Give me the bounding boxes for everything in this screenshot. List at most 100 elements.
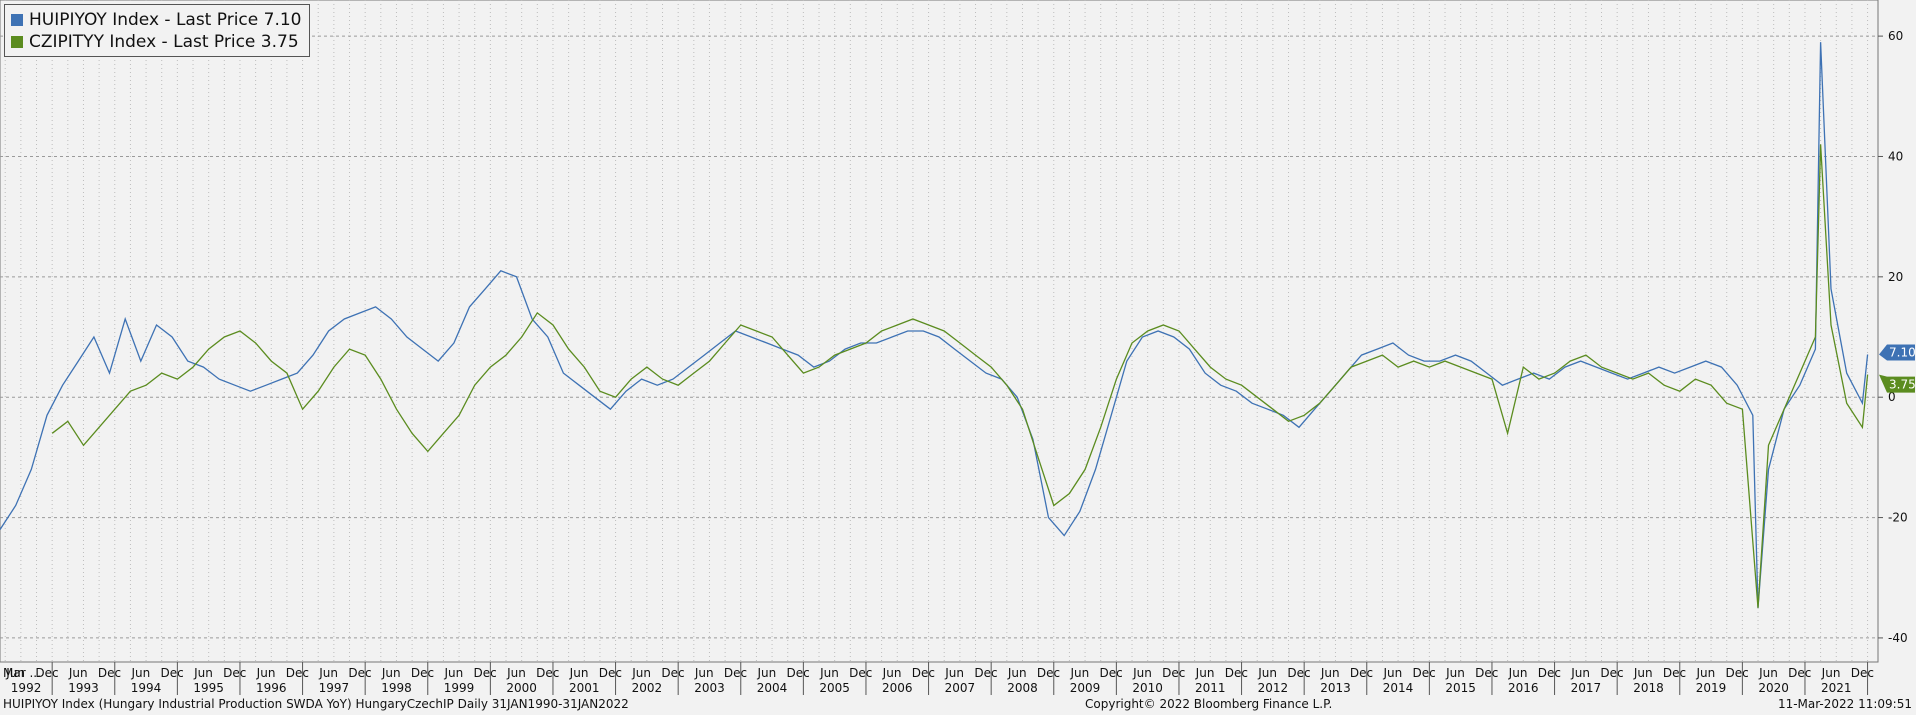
x-year-label: 1998 [381, 681, 412, 695]
last-price-tag-bg [1879, 344, 1915, 361]
x-month-label: Dec [1350, 666, 1373, 680]
legend: HUIPIYOY Index - Last Price 7.10 CZIPITY… [4, 4, 311, 57]
x-month-label: Jun [443, 666, 463, 680]
last-price-tag: 7.10 [1879, 344, 1916, 361]
plot-border [0, 0, 1879, 663]
x-year-label: 2017 [1571, 681, 1602, 695]
y-tick-label: 60 [1888, 29, 1903, 43]
x-month-label: Jun [68, 666, 88, 680]
x-month-label: Jun [381, 666, 401, 680]
x-year-label: 2012 [1258, 681, 1289, 695]
x-month-label: Dec [474, 666, 497, 680]
grid-lines [0, 0, 1879, 663]
x-month-label: Dec [35, 666, 58, 680]
x-month-label: Dec [1726, 666, 1749, 680]
y-tick-label: -20 [1888, 511, 1908, 525]
x-year-label: 2003 [694, 681, 725, 695]
last-price-tag-bg [1879, 374, 1915, 393]
series-lines [0, 42, 1869, 608]
x-month-label: Dec [1162, 666, 1185, 680]
x-month-label: Mar ... [3, 666, 41, 680]
x-year-label: 2015 [1445, 681, 1476, 695]
footer-source: HUIPIYOY Index (Hungary Industrial Produ… [3, 697, 629, 711]
x-year-label: 1999 [444, 681, 475, 695]
x-year-label: 2006 [882, 681, 913, 695]
y-tick-label: 0 [1888, 390, 1896, 404]
legend-label: CZIPITYY Index - Last Price 3.75 [29, 32, 299, 52]
last-price-tag-label: 3.75 [1889, 378, 1916, 392]
footer-copyright: Copyright© 2022 Bloomberg Finance L.P. [1085, 697, 1333, 711]
x-month-label: Dec [411, 666, 434, 680]
x-month-label: Jun [569, 666, 589, 680]
legend-item: CZIPITYY Index - Last Price 3.75 [11, 31, 301, 53]
x-month-label: Dec [1413, 666, 1436, 680]
x-month-label: Jun [256, 666, 276, 680]
x-month-label: Dec [1037, 666, 1060, 680]
x-month-label: Dec [1287, 666, 1310, 680]
x-month-label: Dec [1100, 666, 1123, 680]
x-month-label: Dec [98, 666, 121, 680]
x-month-label: Jun [1320, 666, 1340, 680]
y-axis: -40 -20 0 20 40 60 7.10 3.75 [1878, 29, 1916, 645]
x-month-label: Jun [1821, 666, 1841, 680]
x-month-label: Jun [1633, 666, 1653, 680]
x-year-label: 2010 [1132, 681, 1163, 695]
x-year-label: 2018 [1633, 681, 1664, 695]
x-axis: Mar ... Jun Dec Jun Dec Jun Dec Jun Dec Jun Dec Jun… [3, 662, 1874, 695]
x-month-label: Dec [661, 666, 684, 680]
x-month-label: Jun [318, 666, 338, 680]
x-month-label: Dec [1538, 666, 1561, 680]
series-line [51, 144, 1869, 608]
x-month-label: Dec [599, 666, 622, 680]
x-month-label: Dec [223, 666, 246, 680]
x-month-label: Jun [882, 666, 902, 680]
last-price-tag-label: 7.10 [1889, 345, 1916, 359]
x-year-label: 2001 [569, 681, 600, 695]
x-month-label: Dec [536, 666, 559, 680]
x-month-label: Jun [5, 666, 25, 680]
x-month-label: Jun [1195, 666, 1215, 680]
x-month-label: Dec [1225, 666, 1248, 680]
x-year-label: 1992 [11, 681, 42, 695]
last-price-tag: 3.75 [1879, 374, 1916, 393]
x-month-label: Dec [912, 666, 935, 680]
x-year-label: 2005 [819, 681, 850, 695]
x-year-label: 1995 [193, 681, 224, 695]
series-line [0, 42, 1869, 608]
x-month-label: Dec [1663, 666, 1686, 680]
x-year-label: 2007 [945, 681, 976, 695]
x-month-label: Dec [1475, 666, 1498, 680]
x-month-label: Dec [787, 666, 810, 680]
x-year-label: 2008 [1007, 681, 1038, 695]
x-year-label: 2009 [1070, 681, 1101, 695]
x-year-label: 2019 [1696, 681, 1727, 695]
legend-item: HUIPIYOY Index - Last Price 7.10 [11, 9, 301, 31]
x-year-label: 1993 [68, 681, 99, 695]
x-month-label: Jun [1007, 666, 1027, 680]
x-year-label: 2016 [1508, 681, 1539, 695]
x-month-label: Jun [1508, 666, 1528, 680]
legend-swatch [11, 14, 23, 26]
x-month-label: Jun [756, 666, 776, 680]
y-tick-label: 40 [1888, 149, 1903, 163]
x-month-label: Dec [286, 666, 309, 680]
footer-timestamp: 11-Mar-2022 11:09:51 [1777, 697, 1912, 711]
x-month-label: Jun [1758, 666, 1778, 680]
x-year-label: 1996 [256, 681, 287, 695]
x-month-label: Jun [819, 666, 839, 680]
y-tick-label: -40 [1888, 631, 1908, 645]
x-month-label: Jun [944, 666, 964, 680]
x-month-label: Jun [1382, 666, 1402, 680]
x-year-label: 2011 [1195, 681, 1226, 695]
x-month-label: Jun [1445, 666, 1465, 680]
x-month-label: Jun [1570, 666, 1590, 680]
x-year-label: 2020 [1758, 681, 1789, 695]
x-month-label: Dec [849, 666, 872, 680]
x-month-label: Dec [1788, 666, 1811, 680]
x-month-label: Jun [1257, 666, 1277, 680]
x-year-label: 2014 [1383, 681, 1414, 695]
x-year-label: 2004 [757, 681, 788, 695]
x-year-label: 1994 [131, 681, 162, 695]
x-year-label: 1997 [319, 681, 350, 695]
